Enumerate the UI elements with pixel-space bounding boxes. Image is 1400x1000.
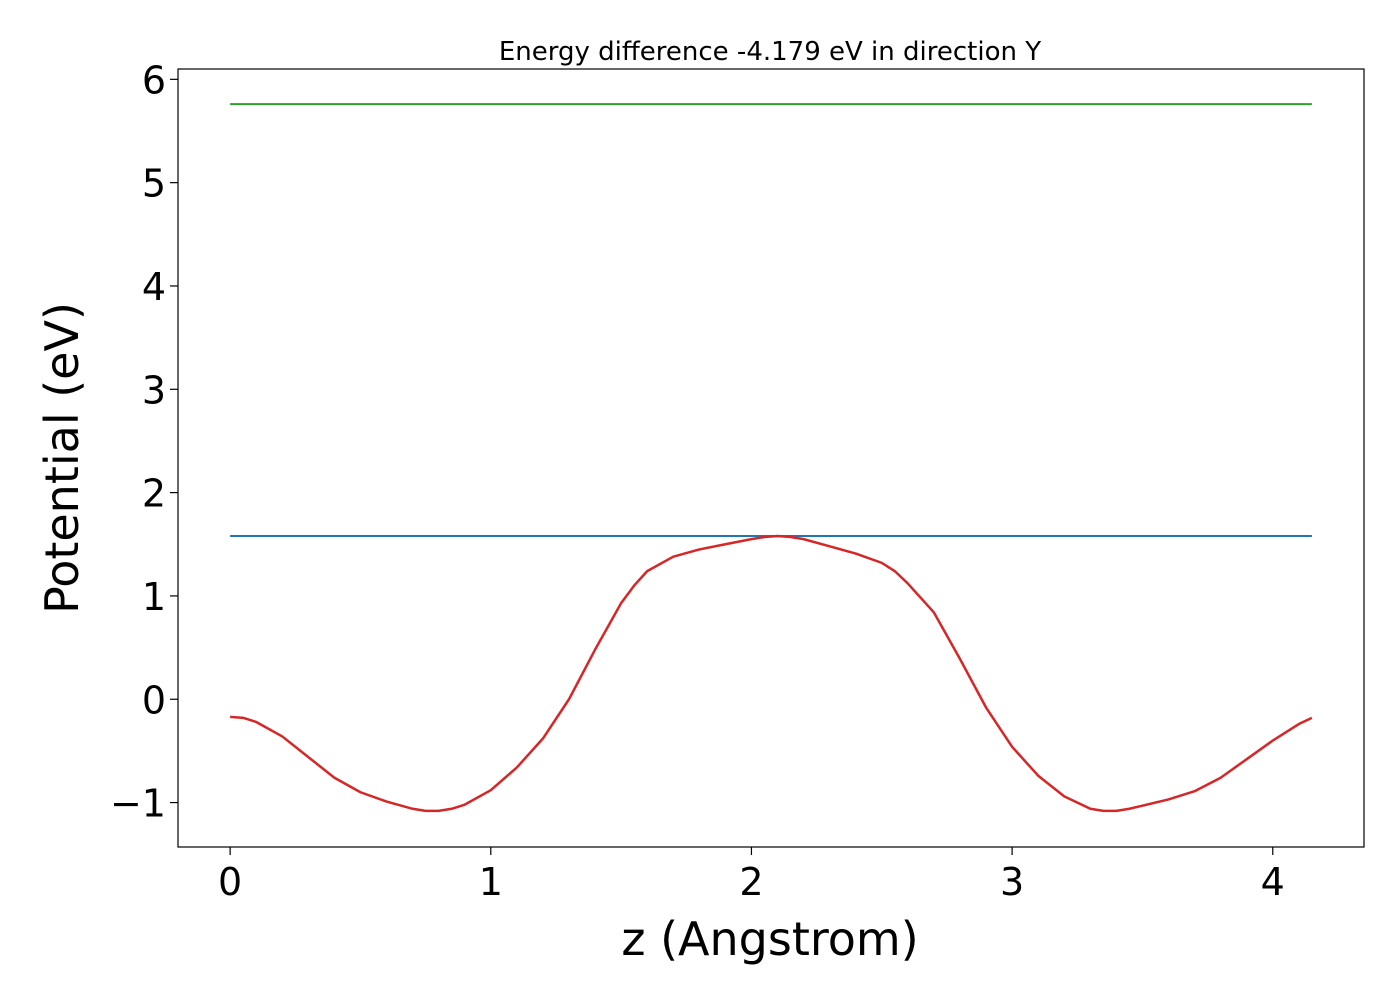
x-axis-label: z (Angstrom) [621,912,918,966]
y-tick-label: 2 [142,472,166,516]
y-tick-label: 6 [142,58,166,102]
chart-title: Energy difference -4.179 eV in direction… [499,37,1041,67]
x-tick-label: 2 [739,860,763,904]
y-tick-label: 5 [142,162,166,206]
y-tick-label: 4 [142,265,166,309]
x-tick-label: 4 [1261,860,1285,904]
series-layer [230,103,1313,813]
x-axis: 0 1 2 3 4 [218,847,1285,904]
x-tick-label: 0 [218,860,242,904]
series-line-3 [230,534,1313,813]
x-tick-label: 3 [1000,860,1024,904]
y-tick-label: −1 [110,782,166,826]
y-axis-label: Potential (eV) [35,302,89,614]
y-tick-label: 1 [142,575,166,619]
plot-frame [177,68,1365,848]
y-axis: −1 0 1 2 3 4 5 6 [110,58,178,826]
y-tick-label: 0 [142,678,166,722]
x-tick-label: 1 [479,860,503,904]
y-tick-label: 3 [142,368,166,412]
